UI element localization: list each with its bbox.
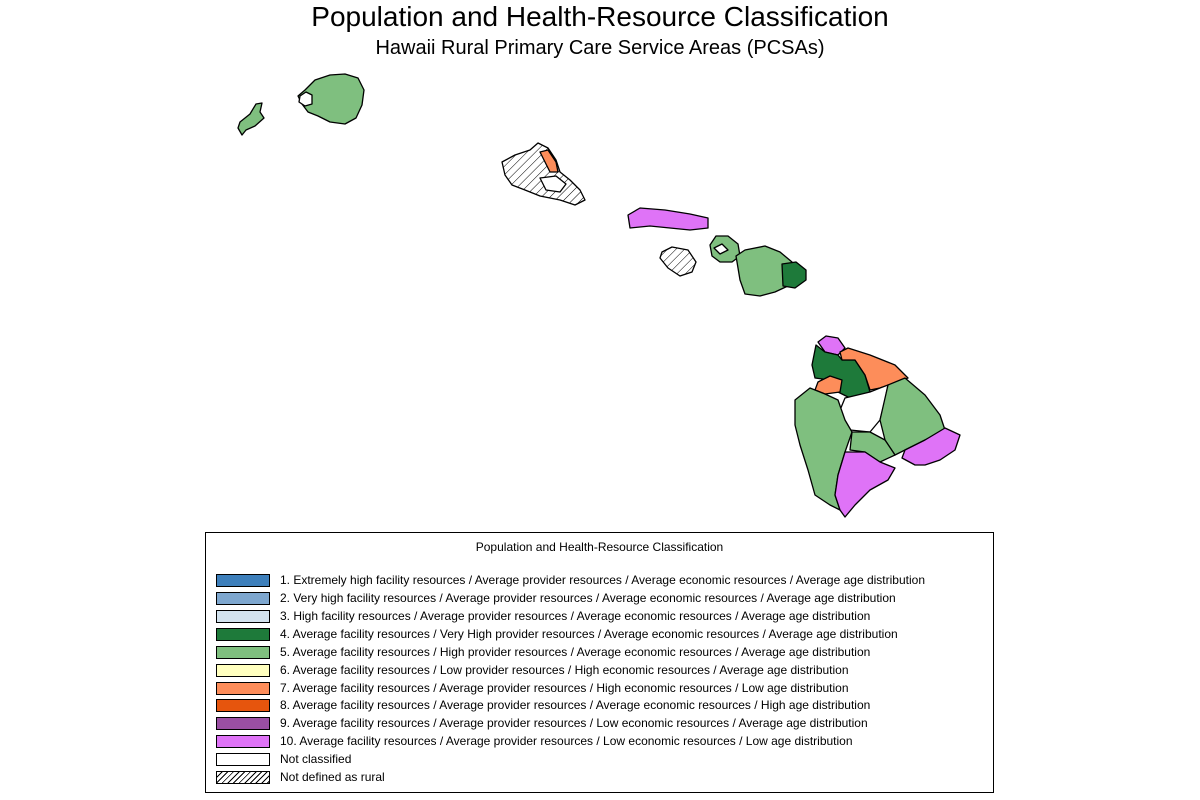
maui-unclassified (713, 243, 729, 255)
legend-swatch (216, 627, 270, 641)
legend-item: 4. Average facility resources / Very Hig… (216, 625, 898, 643)
oahu-class7 (539, 149, 559, 173)
legend-swatch (216, 573, 270, 587)
legend-label: 1. Extremely high facility resources / A… (280, 573, 925, 587)
legend-swatch (216, 716, 270, 730)
legend-swatch (216, 663, 270, 677)
legend-item: 6. Average facility resources / Low prov… (216, 661, 849, 679)
legend-label: Not classified (280, 752, 352, 766)
legend-item: 1. Extremely high facility resources / A… (216, 571, 925, 589)
hawaii-class5-south (849, 431, 896, 463)
legend-item: 7. Average facility resources / Average … (216, 679, 849, 697)
map-title: Population and Health-Resource Classific… (311, 1, 889, 32)
legend-item: 10. Average facility resources / Average… (216, 732, 853, 750)
legend-swatch-hatched (216, 770, 270, 784)
legend-title: Population and Health-Resource Classific… (475, 540, 724, 554)
legend-item: 8. Average facility resources / Average … (216, 696, 870, 714)
legend-label: 9. Average facility resources / Average … (280, 716, 868, 730)
legend-swatch (216, 591, 270, 605)
legend-label: Not defined as rural (280, 770, 385, 784)
oahu-unclassified (539, 175, 567, 193)
legend-item: 3. High facility resources / Average pro… (216, 607, 870, 625)
legend-label: 4. Average facility resources / Very Hig… (280, 627, 898, 641)
molokai-region (627, 207, 709, 231)
legend-label: 2. Very high facility resources / Averag… (280, 591, 896, 605)
oahu-region (501, 142, 586, 206)
legend-label: 5. Average facility resources / High pro… (280, 645, 871, 659)
legend-swatch (216, 752, 270, 766)
hawaii-class10-east (901, 427, 961, 466)
lanai-region (659, 246, 697, 277)
legend-label: 8. Average facility resources / Average … (280, 698, 871, 712)
hawaii-class10-south (834, 451, 896, 518)
map-subtitle: Hawaii Rural Primary Care Service Areas … (375, 37, 825, 59)
legend-swatch (216, 681, 270, 695)
legend-label: 7. Average facility resources / Average … (280, 681, 849, 695)
legend-item: Not classified (216, 750, 351, 768)
legend-label: 3. High facility resources / Average pro… (280, 609, 871, 623)
kauai-unclassified (298, 91, 313, 107)
legend-swatch (216, 734, 270, 748)
legend-swatch (216, 609, 270, 623)
legend-label: 6. Average facility resources / Low prov… (280, 663, 849, 677)
legend-swatch (216, 645, 270, 659)
hawaii-map (237, 73, 961, 518)
legend-label: 10. Average facility resources / Average… (280, 734, 853, 748)
maui-class4 (781, 261, 807, 289)
legend-swatch (216, 698, 270, 712)
kauai-region (297, 73, 365, 125)
niihau-region (237, 102, 265, 136)
map-legend: Population and Health-Resource Classific… (205, 532, 994, 793)
legend-item: 5. Average facility resources / High pro… (216, 643, 870, 661)
legend-item: 2. Very high facility resources / Averag… (216, 589, 896, 607)
legend-item: Not defined as rural (216, 768, 385, 786)
legend-item: 9. Average facility resources / Average … (216, 714, 868, 732)
